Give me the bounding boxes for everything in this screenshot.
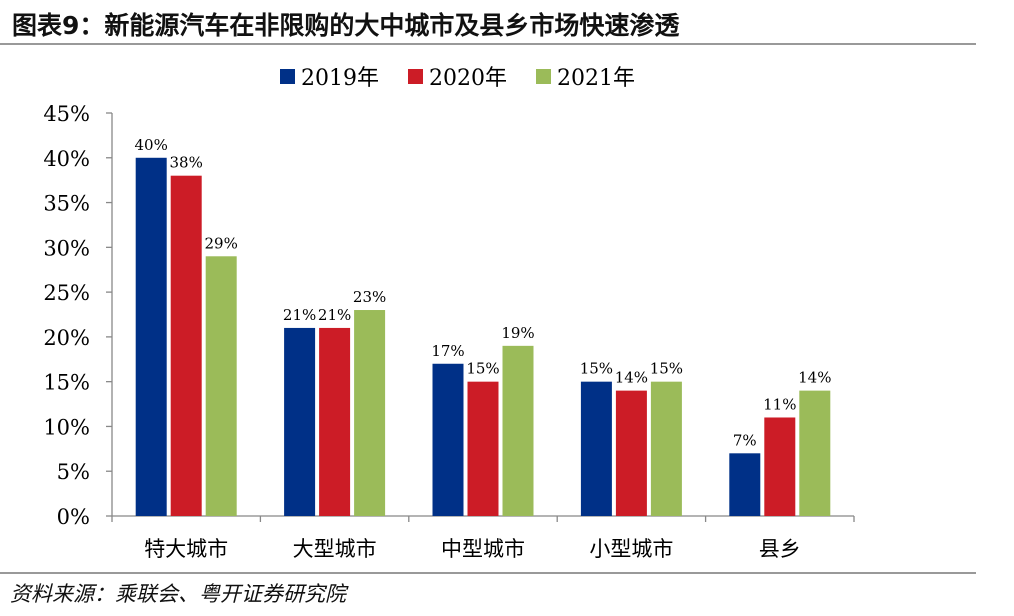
figure-title: 图表9：新能源汽车在非限购的大中城市及县乡市场快速渗透 (12, 11, 680, 40)
bar (354, 310, 386, 516)
y-tick-label: 40% (43, 147, 90, 171)
data-label: 38% (170, 154, 203, 172)
source-note: 资料来源：乘联会、粤开证券研究院 (10, 582, 346, 606)
data-label: 15% (466, 360, 499, 378)
bar (319, 327, 351, 516)
y-tick-label: 45% (43, 102, 90, 126)
data-label: 14% (798, 369, 831, 387)
data-label: 29% (205, 234, 238, 252)
legend-swatch (408, 69, 423, 84)
data-label: 21% (318, 306, 351, 324)
y-tick-label: 0% (57, 505, 90, 529)
bottom-rule (0, 572, 976, 574)
data-label: 19% (501, 324, 534, 342)
y-tick-label: 30% (43, 236, 90, 260)
legend-swatch (280, 69, 295, 84)
bar (580, 381, 612, 516)
y-tick-label: 35% (43, 192, 90, 216)
y-tick-label: 10% (43, 415, 90, 439)
y-tick-label: 25% (43, 281, 90, 305)
data-label: 7% (733, 431, 757, 449)
data-label: 11% (763, 395, 796, 413)
x-tick-label: 县乡 (759, 537, 801, 561)
bar (764, 417, 796, 516)
legend-label: 2020年 (429, 66, 507, 91)
x-tick-label: 特大城市 (144, 537, 228, 561)
data-label: 21% (283, 306, 316, 324)
legend-label: 2021年 (557, 66, 635, 91)
x-tick-label: 小型城市 (589, 537, 673, 561)
bar (205, 256, 237, 516)
bar (799, 390, 831, 516)
top-rule (0, 43, 976, 45)
bar (432, 363, 464, 516)
y-tick-label: 20% (43, 326, 90, 350)
bar (284, 327, 316, 516)
data-label: 23% (353, 288, 386, 306)
data-label: 14% (615, 369, 648, 387)
y-tick-label: 15% (43, 371, 90, 395)
bar (729, 453, 761, 516)
bar (467, 381, 499, 516)
bar (170, 175, 202, 516)
y-tick-label: 5% (57, 460, 90, 484)
bar (615, 390, 647, 516)
data-label: 17% (431, 342, 464, 360)
bar (135, 157, 167, 516)
x-tick-label: 中型城市 (441, 537, 525, 561)
data-label: 40% (135, 136, 168, 154)
data-label: 15% (650, 360, 683, 378)
data-label: 15% (580, 360, 613, 378)
x-tick-label: 大型城市 (293, 537, 377, 561)
legend-label: 2019年 (301, 66, 379, 91)
bar (650, 381, 682, 516)
bar (502, 345, 534, 516)
legend-swatch (536, 69, 551, 84)
